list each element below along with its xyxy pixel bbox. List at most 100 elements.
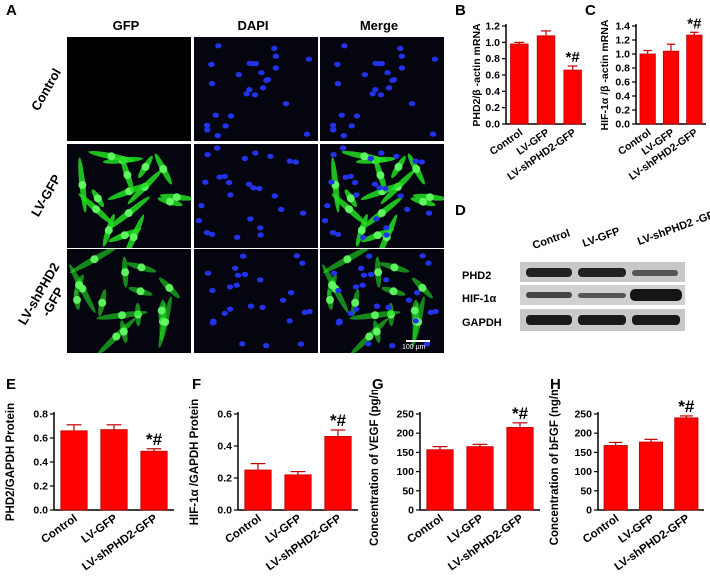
micrograph-control-dapi bbox=[194, 37, 318, 141]
y-tick-label: 1.2 bbox=[485, 21, 500, 33]
chart-panel-b: PHD2/β -actin mRNA 0.00.20.40.60.81.01.2C… bbox=[471, 21, 586, 183]
bar bbox=[662, 50, 680, 125]
y-tick-label: 100 bbox=[574, 466, 592, 478]
bar bbox=[638, 441, 664, 511]
chart-panel-g: Concentration of VEGF (pg/ml) 0 50 100 150 20… bbox=[369, 390, 540, 573]
chart-panel-h: Concentration of bFGF (ng/ml) 0 50 100 150 20… bbox=[549, 390, 704, 573]
panel-label-e: E bbox=[6, 376, 17, 393]
chart-panel-e: PHD2/GAPDH Protein 0.0 0.2 0.4 0.6 0.8 Control… bbox=[5, 403, 174, 573]
band-gapdh-lvgfp bbox=[578, 315, 626, 325]
column-label-dapi: DAPI bbox=[237, 18, 269, 33]
y-tick-label: 0.2 bbox=[217, 473, 232, 485]
y-tick-label: 0 bbox=[408, 505, 414, 517]
western-blot bbox=[520, 262, 685, 331]
blot-label-hif1a: HIF-1α bbox=[462, 293, 497, 305]
bar bbox=[674, 417, 699, 511]
panel-label-f: F bbox=[192, 376, 202, 393]
y-tick-label: 0.0 bbox=[217, 505, 232, 517]
band-gapdh-control bbox=[526, 315, 572, 325]
bar bbox=[140, 450, 168, 511]
significance-annotation: *# bbox=[678, 397, 695, 416]
y-tick-label: 1.2 bbox=[615, 35, 630, 47]
y-tick-label: 0.6 bbox=[33, 433, 48, 445]
micrograph-lv-gfp-dapi bbox=[194, 144, 318, 248]
y-tick-label: 250 bbox=[574, 409, 592, 421]
bar bbox=[60, 430, 88, 511]
panel-label-h: H bbox=[550, 376, 561, 393]
micrograph-lv-shphd2-gfp-dapi bbox=[194, 249, 318, 353]
x-category-label: Control bbox=[405, 513, 445, 546]
y-tick-label: 100 bbox=[396, 466, 414, 478]
band-phd2-shphd2 bbox=[632, 270, 678, 276]
band-hif1a-lvgfp bbox=[578, 293, 626, 298]
blot-label-phd2: PHD2 bbox=[462, 270, 492, 282]
x-category-label: Control bbox=[223, 513, 263, 546]
micrograph-lv-shphd2-gfp-gfp bbox=[67, 249, 191, 353]
y-tick-label: 0 bbox=[586, 505, 592, 517]
blot-column-lv-gfp: LV-GFP bbox=[580, 225, 622, 250]
x-category-label: LV-shPHD2-GFP bbox=[446, 512, 526, 573]
band-hif1a-shphd2 bbox=[630, 289, 682, 301]
x-category-label: LV-shPHD2-GFP bbox=[80, 512, 160, 573]
y-tick-label: 0.4 bbox=[217, 441, 232, 453]
bar bbox=[284, 474, 312, 511]
y-tick-label: 50 bbox=[580, 485, 592, 497]
bar bbox=[324, 436, 352, 511]
y-tick-label: 0.0 bbox=[485, 119, 500, 131]
micrograph-lv-gfp-merge bbox=[320, 144, 444, 248]
y-axis-label: Concentration of VEGF (pg/ml) bbox=[369, 390, 381, 546]
y-axis-label: PHD2/GAPDH Protein bbox=[5, 403, 17, 521]
y-tick-label: 1.0 bbox=[485, 37, 500, 49]
micrograph-lv-gfp-gfp bbox=[67, 144, 191, 248]
band-hif1a-control bbox=[526, 292, 572, 298]
y-tick-label: 1.0 bbox=[615, 49, 630, 61]
bar bbox=[244, 469, 272, 511]
bar bbox=[100, 429, 128, 511]
y-tick-label: 0.8 bbox=[615, 63, 630, 75]
y-tick-label: 0.4 bbox=[33, 457, 48, 469]
y-tick-label: 0.8 bbox=[33, 409, 48, 421]
y-tick-label: 200 bbox=[574, 428, 592, 440]
y-tick-label: 0.2 bbox=[615, 105, 630, 117]
band-gapdh-shphd2 bbox=[632, 315, 680, 325]
bar bbox=[563, 69, 582, 125]
y-axis-label: PHD2/β -actin mRNA bbox=[471, 23, 483, 127]
scale-bar bbox=[406, 340, 430, 342]
significance-annotation: *# bbox=[566, 49, 581, 66]
bar bbox=[603, 445, 628, 511]
y-axis-label: HIF-1α /β -actin mRNA bbox=[599, 19, 611, 130]
panel-label-d: D bbox=[455, 202, 466, 219]
column-label-gfp: GFP bbox=[112, 18, 140, 33]
y-tick-label: 0.4 bbox=[485, 86, 500, 98]
y-axis-label: Concentration of bFGF (ng/ml) bbox=[549, 390, 561, 545]
panel-label-c: C bbox=[585, 2, 596, 19]
panel-label-g: G bbox=[372, 376, 384, 393]
y-axis-label: HIF-1α /GAPDH Protein bbox=[189, 399, 201, 526]
blot-column-control: Control bbox=[530, 227, 572, 252]
row-label-control: Control bbox=[27, 65, 65, 114]
significance-annotation: *# bbox=[330, 411, 347, 430]
scale-bar-label: 100 μm bbox=[402, 344, 426, 351]
column-label-merge: Merge bbox=[359, 18, 399, 33]
y-tick-label: 150 bbox=[574, 447, 592, 459]
y-tick-label: 0.6 bbox=[615, 77, 630, 89]
micrograph-control-gfp bbox=[67, 37, 191, 141]
bar bbox=[639, 53, 656, 125]
y-tick-label: 250 bbox=[396, 409, 414, 421]
bar bbox=[510, 43, 529, 125]
bar bbox=[466, 446, 494, 511]
bar bbox=[686, 34, 703, 125]
bar bbox=[426, 449, 454, 511]
y-tick-label: 150 bbox=[396, 447, 414, 459]
x-category-label: LV-shPHD2-GFP bbox=[264, 512, 344, 573]
panel-label-a: A bbox=[6, 2, 17, 19]
significance-annotation: *# bbox=[512, 404, 529, 423]
chart-panel-c: HIF-1α /β -actin mRNA 0.0 0.2 0.4 0.6 0.8 1.0 1… bbox=[599, 15, 706, 183]
y-tick-label: 0.6 bbox=[485, 70, 500, 82]
micrograph-lv-shphd2-gfp-merge bbox=[320, 249, 444, 353]
y-tick-label: 0.0 bbox=[615, 119, 630, 131]
y-tick-label: 0.2 bbox=[485, 102, 500, 114]
x-category-label: Control bbox=[39, 513, 79, 546]
y-tick-label: 0.8 bbox=[485, 53, 500, 65]
micrograph-control-merge bbox=[320, 37, 444, 141]
